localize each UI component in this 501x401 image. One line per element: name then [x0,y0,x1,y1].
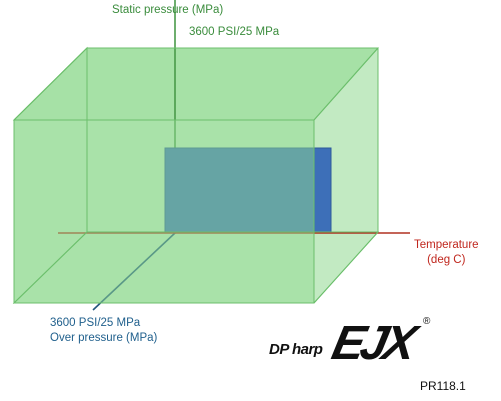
temperature-title-line1: Temperature [414,239,479,251]
logo-mark: EJX [327,317,418,370]
envelope-edges [13,47,379,304]
registered-mark: ® [423,316,431,327]
static-pressure-axis-title: Static pressure (MPa) [112,4,224,16]
static-pressure-max-label: 3600 PSI/25 MPa [189,26,280,38]
over-pressure-title: Over pressure (MPa) [50,332,158,344]
dpharp-ejx-logo: DP harp EJX ® [265,316,445,378]
envelope-front-face [13,119,315,304]
temperature-title-line2: (deg C) [427,254,466,266]
logo-prefix: DP harp [269,341,323,358]
document-code: PR118.1 [420,379,466,393]
temperature-axis-title: Temperature (deg C) [414,238,479,268]
over-pressure-axis-title: 3600 PSI/25 MPa Over pressure (MPa) [50,316,157,346]
over-pressure-max-label: 3600 PSI/25 MPa [50,317,141,329]
